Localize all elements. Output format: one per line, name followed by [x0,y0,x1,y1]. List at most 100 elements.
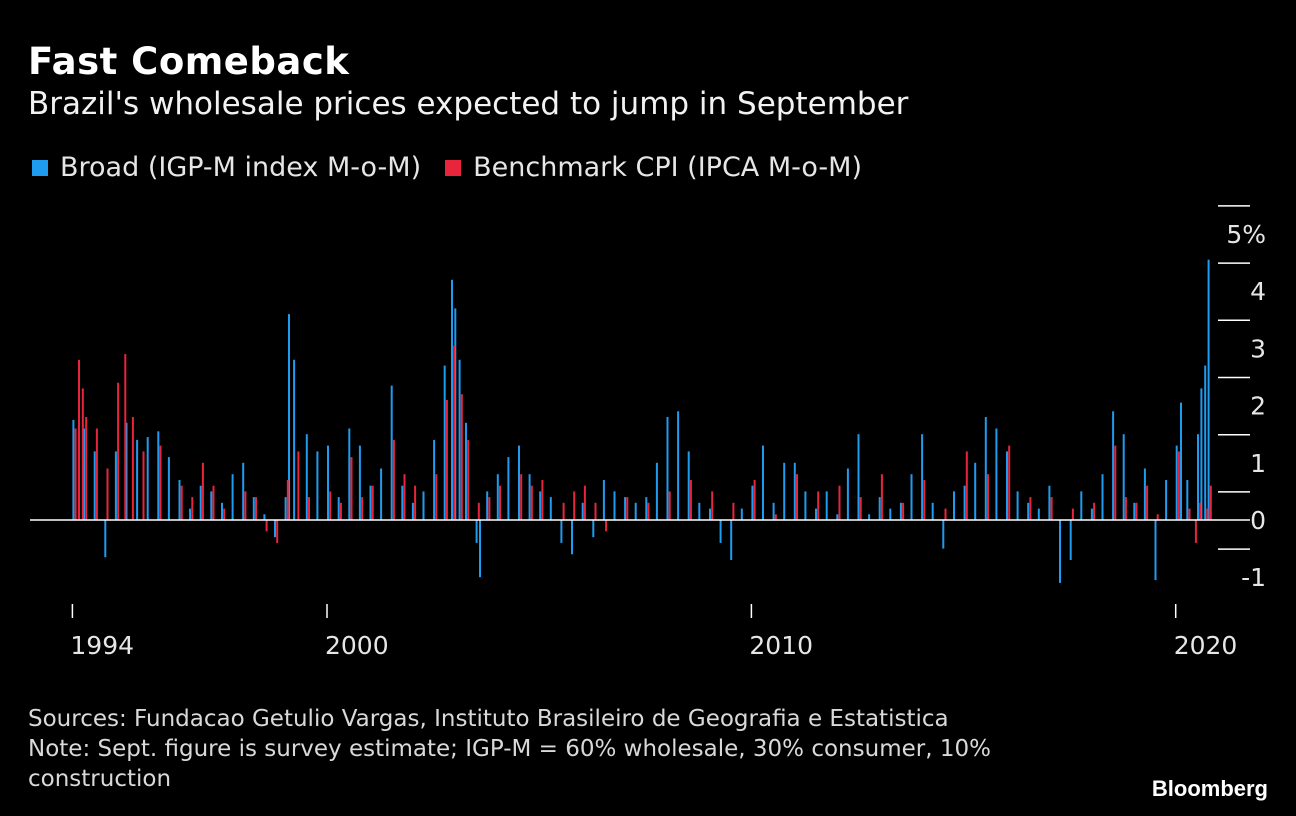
cpi-bar-37 [488,497,491,520]
broad-bar-64 [709,508,711,520]
cpi-bar-4 [95,428,98,520]
broad-bar-26 [337,497,340,520]
cpi-bar-57 [838,485,841,520]
broad-bar-7 [146,437,149,520]
broad-bar-77 [846,468,849,520]
broad-bar-62 [687,451,690,520]
broad-bar-29 [369,485,372,520]
cpi-bar-61 [923,480,926,520]
cpi-bar-46 [605,520,608,532]
broad-bar-106 [1154,520,1157,581]
broad-bar-32 [401,485,404,520]
broad-bar-17 [252,497,255,520]
cpi-bar-47 [626,497,629,520]
cpi-bar-27 [371,485,374,520]
broad-bar-109 [1180,402,1182,520]
broad-bar-47 [528,474,531,520]
broad-bar-2 [93,451,96,520]
broad-bar-86 [942,520,945,549]
cpi-bar-18 [265,520,268,532]
cpi-bar-33 [453,345,456,520]
broad-bar-31 [390,385,393,520]
broad-bar-67 [740,508,743,520]
broad-bar-91 [995,428,998,520]
y-tick-label-5: 4 [1250,277,1266,306]
cpi-bar-63 [965,451,968,520]
broad-bar-88 [963,485,966,520]
y-tick-label-3: 2 [1250,392,1266,421]
broad-bar-23 [305,434,308,520]
broad-bar-21 [288,314,290,520]
broad-bar-35 [433,439,436,520]
broad-bar-100 [1090,508,1093,520]
broad-bar-81 [889,508,892,520]
broad-bar-13 [210,491,213,520]
cpi-bar-19 [276,520,279,543]
broad-bar-10 [178,480,181,520]
broad-bar-6 [136,439,139,520]
cpi-bar-76 [1188,508,1191,520]
legend-swatch-broad [32,159,48,176]
cpi-bar-36 [477,502,480,520]
cpi-bar-58 [859,497,862,520]
broad-bar-112 [1200,388,1203,520]
broad-bar-79 [868,514,871,520]
broad-bar-52 [581,502,584,520]
cpi-bar-52 [732,502,735,520]
broad-bar-24 [316,451,319,520]
broad-bar-83 [910,474,913,520]
cpi-bar-51 [711,491,714,520]
cpi-bar-12 [191,497,194,520]
cpi-bar-8 [131,417,134,520]
cpi-bar-25 [350,457,353,520]
cpi-bar-55 [796,474,798,520]
broad-bar-71 [783,462,786,520]
cpi-bar-29 [403,474,406,520]
y-tick-label-2: 1 [1250,449,1266,478]
broad-bar-42 [479,520,481,578]
broad-bar-14 [221,502,223,520]
y-tick-label-0: -1 [1241,563,1266,592]
broad-bar-114 [1207,259,1210,520]
footer: Sources: Fundacao Getulio Vargas, Instit… [28,704,1048,794]
cpi-bar-11 [180,485,183,520]
broad-bar-56 [624,497,627,520]
cpi-bar-39 [520,474,523,520]
cpi-bar-71 [1124,497,1127,520]
cpi-bar-28 [392,439,395,520]
cpi-bar-0 [74,428,77,520]
cpi-bar-69 [1093,502,1096,520]
cpi-bar-66 [1029,497,1032,520]
broad-bar-22 [293,359,296,520]
broad-bar-53 [592,520,595,538]
broad-bar-46 [518,445,520,520]
broad-bar-33 [411,502,414,520]
x-tick-label-0: 1994 [70,631,134,660]
broad-bar-5 [125,422,128,520]
cpi-bar-50 [689,480,692,520]
broad-bar-19 [274,520,276,538]
broad-bar-107 [1165,480,1168,520]
cpi-bar-26 [361,497,364,520]
broad-bar-61 [677,411,680,520]
broad-bar-80 [878,497,881,520]
broad-bar-82 [899,502,902,520]
broad-bar-66 [730,520,733,560]
broad-bar-96 [1048,485,1051,520]
broad-bar-104 [1133,502,1136,520]
cpi-bar-73 [1146,485,1149,520]
broad-bar-8 [157,431,160,520]
cpi-bar-40 [530,485,533,520]
broad-bar-27 [348,428,351,520]
broad-bar-103 [1122,434,1125,520]
broad-bar-84 [921,434,924,520]
bars-layer [72,259,1212,583]
broad-bar-3 [104,520,107,558]
y-tick-label-1: 0 [1250,506,1266,535]
broad-bar-39 [458,359,461,520]
cpi-bar-43 [573,491,576,520]
note-text: Note: Sept. figure is survey estimate; I… [28,736,991,792]
cpi-bar-42 [562,502,565,520]
broad-bar-85 [931,502,934,520]
